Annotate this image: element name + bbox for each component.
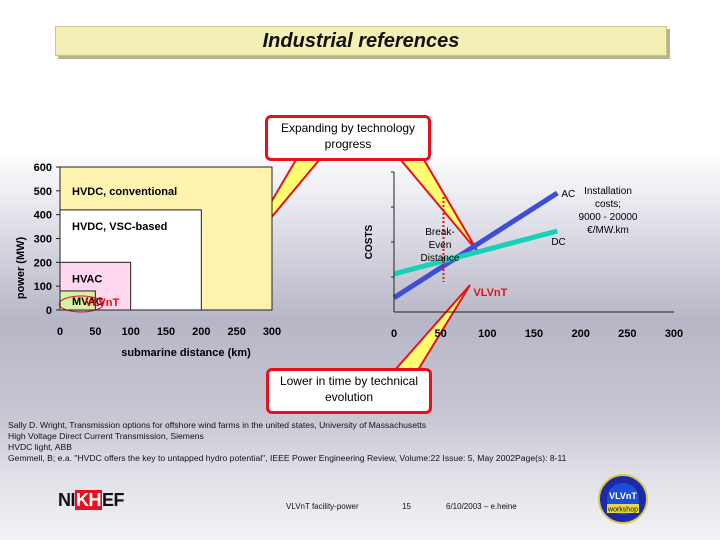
y-tick-label: 300 — [34, 234, 52, 246]
x-tick-label: 50 — [89, 326, 101, 338]
footer-date: 6/10/2003 – e.heine — [446, 502, 517, 511]
left-chart-xlabel: submarine distance (km) — [121, 347, 251, 359]
reference-line: Sally D. Wright, Transmission options fo… — [8, 420, 427, 430]
x-tick-label: 200 — [192, 326, 210, 338]
x-tick-label: 300 — [665, 328, 683, 340]
y-tick-label: 0 — [46, 305, 52, 317]
x-tick-label: 250 — [227, 326, 245, 338]
references: Sally D. Wright, Transmission options fo… — [8, 420, 713, 464]
break-even-label-3: Distance — [421, 253, 460, 264]
series-label: DC — [551, 237, 565, 248]
x-tick-label: 100 — [478, 328, 496, 340]
callout-lower: Lower in time by technical evolution — [266, 368, 432, 414]
series-label: AC — [561, 189, 575, 200]
region-label: MVAC — [72, 296, 104, 308]
y-tick-label: 200 — [34, 257, 52, 269]
workshop-logo-sub: workshop — [607, 507, 638, 514]
left-chart-ylabel: power (MW) — [15, 237, 27, 300]
x-tick-label: 100 — [121, 326, 139, 338]
cost-distance-chart: COSTS AC DC VLVnT 0 50 100 150 200 250 300 Break… — [364, 171, 683, 340]
callout-expanding: Expanding by technology progress — [265, 115, 431, 161]
right-chart-ylabel: COSTS — [364, 224, 375, 259]
reference-line: HVDC light, ABB — [8, 442, 72, 452]
region-label: HVDC, conventional — [72, 186, 177, 198]
footer-title: VLVnT facility-power — [286, 502, 359, 511]
break-even-label-2: Even — [429, 240, 452, 251]
install-label-1: Installation — [584, 186, 632, 197]
reference-line: Gemmell, B; e.a. "HVDC offers the key to… — [8, 453, 567, 463]
x-tick-label: 150 — [525, 328, 543, 340]
nikhef-logo: NIKHEF — [58, 490, 125, 510]
y-tick-label: 100 — [34, 281, 52, 293]
slide-title: Industrial references — [55, 26, 667, 56]
x-tick-label: 0 — [391, 328, 397, 340]
workshop-logo-main: VLVnT — [609, 491, 637, 501]
x-tick-label: 150 — [157, 326, 175, 338]
reference-line: High Voltage Direct Current Transmission… — [8, 431, 204, 441]
install-label-2: costs; — [595, 199, 621, 210]
region-label: HVDC, VSC-based — [72, 221, 167, 233]
region-label: HVAC — [72, 273, 102, 285]
page-number: 15 — [402, 502, 411, 511]
install-label-3: 9000 - 20000 — [579, 212, 638, 223]
region-label: VLVnT — [85, 297, 119, 309]
y-tick-label: 400 — [34, 210, 52, 222]
x-tick-label: 0 — [57, 326, 63, 338]
power-distance-chart: power (MW) submarine distance (km) HVDC,… — [15, 162, 281, 359]
y-tick-label: 500 — [34, 186, 52, 198]
series-line — [392, 190, 559, 300]
vlvnt-label: VLVnT — [473, 287, 507, 299]
x-tick-label: 300 — [263, 326, 281, 338]
vlvnt-marker — [58, 295, 104, 313]
install-label-4: €/MW.km — [587, 225, 629, 236]
x-tick-label: 250 — [618, 328, 636, 340]
break-even-label-1: Break- — [425, 227, 454, 238]
series-line — [393, 228, 558, 277]
y-tick-label: 600 — [34, 162, 52, 174]
x-tick-label: 50 — [435, 328, 447, 340]
x-tick-label: 200 — [571, 328, 589, 340]
workshop-logo: VLVnT workshop — [598, 474, 648, 524]
